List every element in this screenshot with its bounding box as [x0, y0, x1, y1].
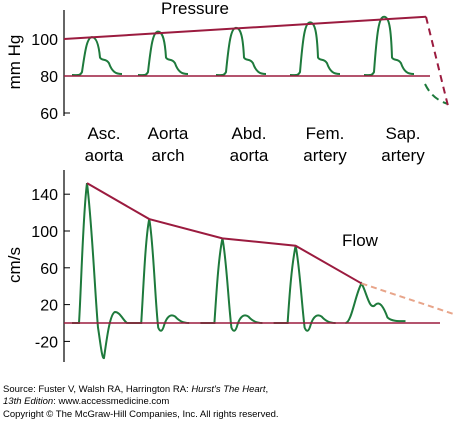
pressure-waveform	[363, 15, 415, 77]
site-label-line1: Sap.	[386, 124, 421, 143]
flow-tick-label: -20	[35, 334, 58, 351]
pressure-waveform	[137, 30, 189, 77]
pressure-extrapolation-line	[425, 16, 450, 111]
flow-tick-label: 20	[40, 298, 58, 315]
source-edition: 13th Edition	[3, 396, 54, 407]
flow-tick-label: 140	[31, 187, 58, 204]
site-label-line2: aorta	[230, 146, 269, 165]
flow-extrapolation-line	[361, 282, 454, 315]
source-comma: ,	[265, 384, 269, 395]
source-url: : www.accessmedicine.com	[53, 396, 170, 407]
pressure-waveform	[215, 26, 267, 77]
figure: 60 80 100 mm Hg Pressure Asc. aorta Aorta arc…	[5, 0, 454, 362]
flow-title: Flow	[342, 231, 379, 250]
flow-tick-label: 60	[40, 261, 58, 278]
flow-panel: -20 20 60 100 140 cm/s Flow	[5, 170, 454, 362]
source-citation: Source: Fuster V, Walsh RA, Harrington R…	[3, 384, 268, 395]
pressure-ylabel: mm Hg	[5, 35, 24, 90]
flow-ylabel: cm/s	[5, 247, 24, 283]
site-label-line1: Fem.	[306, 124, 345, 143]
pressure-waveform	[71, 36, 123, 77]
site-label-line2: aorta	[85, 146, 124, 165]
site-label-line2: artery	[381, 146, 425, 165]
pressure-tick-label: 100	[31, 32, 58, 49]
flow-waveform	[345, 281, 406, 324]
pressure-waveform	[289, 21, 341, 77]
flow-envelope-line	[86, 182, 362, 285]
source-prefix: Source: Fuster V, Walsh RA, Harrington R…	[3, 384, 192, 395]
site-label-line1: Aorta	[148, 124, 189, 143]
systolic-envelope-line	[63, 15, 427, 40]
flow-waveform	[273, 245, 336, 332]
site-label-line2: arch	[151, 146, 184, 165]
site-label-line1: Abd.	[232, 124, 267, 143]
pressure-tick-label: 80	[40, 69, 58, 86]
site-label-line1: Asc.	[87, 124, 120, 143]
flow-tick-label: 100	[31, 224, 58, 241]
pressure-waveform-tail	[424, 83, 449, 105]
pressure-tick-label: 60	[40, 106, 58, 123]
site-label-line2: artery	[303, 146, 347, 165]
pressure-title: Pressure	[161, 0, 229, 18]
pressure-panel: 60 80 100 mm Hg Pressure Asc. aorta Aorta arc…	[5, 0, 450, 165]
flow-waveform	[72, 183, 139, 359]
copyright: Copyright © The McGraw-Hill Companies, I…	[3, 409, 279, 420]
flow-waveform	[200, 238, 263, 332]
source-edition-line: 13th Edition: www.accessmedicine.com	[3, 396, 169, 407]
source-book: Hurst's The Heart	[191, 384, 266, 395]
flow-waveform	[127, 218, 190, 332]
